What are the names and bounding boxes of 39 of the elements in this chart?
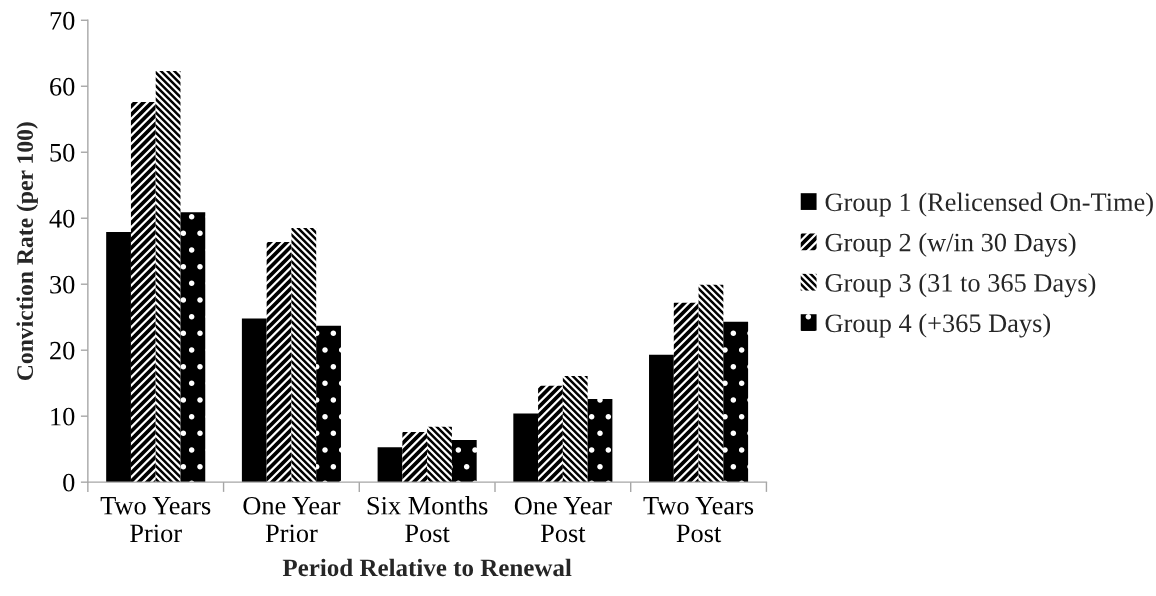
y-axis-title: Conviction Rate (per 100) <box>16 122 38 381</box>
legend-label: Group 3 (31 to 365 Days) <box>825 273 1096 298</box>
bar <box>698 284 724 483</box>
bar <box>155 71 181 483</box>
x-tick-label: Two Years Prior <box>100 497 211 543</box>
y-tick-label: 10 <box>51 407 75 426</box>
bar <box>377 447 403 483</box>
y-tick-label: 20 <box>50 341 75 360</box>
bar <box>673 302 699 483</box>
y-tick-label: 30 <box>50 275 75 294</box>
bar <box>513 413 539 483</box>
x-tick-label: Two Years Post <box>643 497 754 543</box>
y-tick-label: 60 <box>50 77 75 96</box>
x-tick-label: One Year Post <box>514 496 612 543</box>
bar <box>451 439 477 483</box>
bar <box>402 432 428 483</box>
legend-label: Group 2 (w/in 30 Days) <box>825 232 1076 257</box>
legend-label: Group 1 (Relicensed On-Time) <box>825 192 1153 217</box>
x-tick-label: Six Months Post <box>367 496 488 543</box>
x-axis-title: Period Relative to Renewal <box>282 558 572 577</box>
bar <box>130 102 156 483</box>
bar <box>649 354 674 483</box>
bar <box>180 212 206 483</box>
bar <box>291 228 317 483</box>
y-tick-label: 40 <box>49 209 75 228</box>
bar <box>266 241 292 483</box>
bar <box>427 426 452 483</box>
legend-label: Group 4 (+365 Days) <box>825 313 1051 338</box>
y-tick-label: 0 <box>63 473 75 492</box>
bar <box>106 232 131 483</box>
bar <box>562 375 588 483</box>
bar <box>241 318 267 483</box>
y-tick-label: 70 <box>50 11 75 30</box>
bar <box>538 385 563 483</box>
bar <box>587 399 613 483</box>
bar <box>723 321 749 483</box>
bar <box>316 325 341 483</box>
x-tick-label: One Year Prior <box>243 496 341 543</box>
y-tick-label: 50 <box>50 143 75 162</box>
